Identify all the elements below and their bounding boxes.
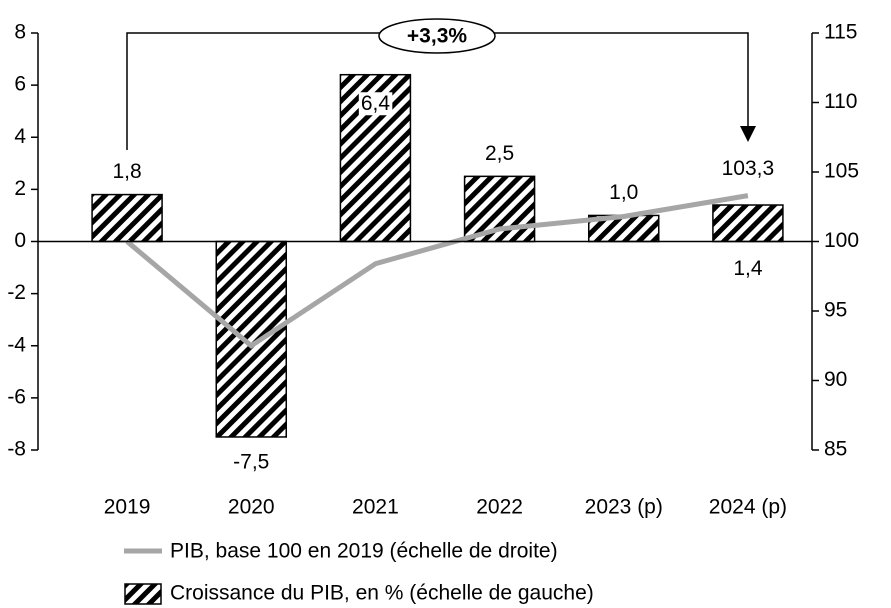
y-tick-label: -8 xyxy=(7,438,26,461)
legend-label: Croissance du PIB, en % (échelle de gauc… xyxy=(170,582,594,605)
data-label: 103,3 xyxy=(722,157,775,180)
data-label: 6,4 xyxy=(361,92,391,115)
legend-label: PIB, base 100 en 2019 (échelle de droite… xyxy=(170,540,558,563)
y-tick-label: 0 xyxy=(14,229,26,252)
y2-tick-label: 85 xyxy=(824,438,847,461)
y2-tick-label: 100 xyxy=(824,229,859,252)
data-label: -7,5 xyxy=(233,451,269,474)
y-tick-label: 6 xyxy=(14,73,26,96)
annotation-bubble xyxy=(378,18,496,54)
x-tick-label: 2023 (p) xyxy=(585,496,663,519)
bar xyxy=(215,240,287,438)
annotation: +3,3% xyxy=(407,25,467,48)
y-tick-label: 8 xyxy=(14,21,26,44)
data-label: 1,0 xyxy=(609,181,638,204)
y2-tick-label: 90 xyxy=(824,368,847,391)
x-tick-label: 2021 xyxy=(352,496,399,519)
bar xyxy=(91,193,163,243)
x-tick-label: 2019 xyxy=(104,496,151,519)
y2-tick-label: 110 xyxy=(824,90,857,113)
bar xyxy=(712,204,784,243)
x-tick-label: 2024 (p) xyxy=(709,496,787,519)
y-tick-label: 2 xyxy=(14,177,26,200)
y2-tick-label: 105 xyxy=(824,160,859,183)
arrow-head xyxy=(740,126,756,142)
line xyxy=(125,193,749,349)
legend-swatch xyxy=(124,583,162,605)
data-label: 1,8 xyxy=(112,160,141,183)
y-tick-label: -2 xyxy=(7,281,26,304)
y-tick-label: -6 xyxy=(7,385,26,408)
data-label: 2,5 xyxy=(485,142,514,165)
y-tick-label: -4 xyxy=(7,333,26,356)
y2-tick-label: 115 xyxy=(824,21,857,44)
label-bg xyxy=(358,92,393,116)
x-tick-label: 2020 xyxy=(228,496,275,519)
y2-tick-label: 95 xyxy=(824,299,847,322)
data-label: 1,4 xyxy=(733,257,763,280)
y-tick-label: 4 xyxy=(14,125,26,148)
x-tick-label: 2022 xyxy=(476,496,523,519)
bar xyxy=(463,175,536,243)
